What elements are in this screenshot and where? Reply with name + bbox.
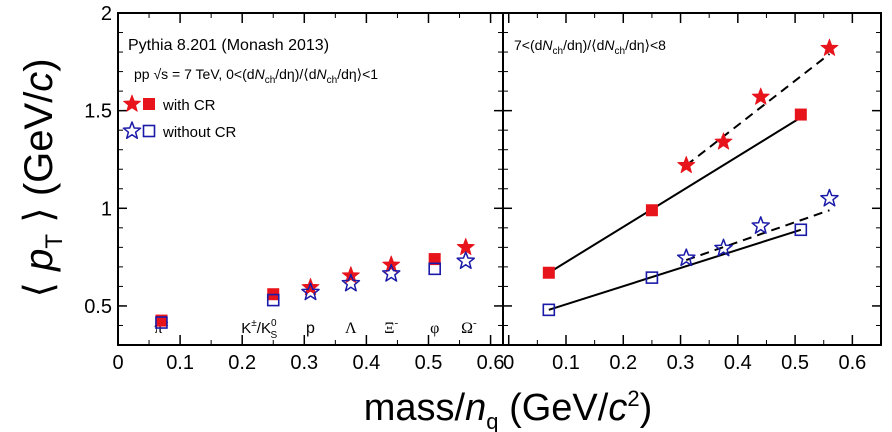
legend-label-without-cr: without CR — [162, 124, 237, 141]
square-marker-without-cr — [266, 293, 280, 307]
x-tick-label: 0.6 — [838, 352, 866, 374]
star-marker-without-cr — [122, 121, 142, 140]
legend-label-with-cr: with CR — [162, 97, 216, 114]
star-marker-without-cr — [456, 251, 476, 270]
star-marker-without-cr — [751, 216, 771, 234]
star-marker-without-cr — [676, 248, 696, 267]
particle-label: Ξ- — [384, 317, 398, 337]
x-tick-label: 0.1 — [552, 352, 580, 374]
multiplicity-annotation: 7<(dNch/dη)/⟨dNch/dη⟩<8 — [514, 37, 666, 57]
star-marker-with-cr — [751, 87, 770, 105]
star-marker-without-cr — [820, 188, 839, 207]
star-marker-without-cr — [301, 282, 320, 301]
x-tick-label: 0 — [503, 352, 514, 374]
particle-label: K±/K0 S — [241, 318, 277, 341]
star-marker-without-cr — [381, 263, 401, 282]
star-marker-without-cr — [714, 238, 733, 257]
axis-ticks — [117, 12, 881, 345]
particle-label: p — [306, 320, 315, 337]
right-panel-frame — [502, 12, 882, 346]
x-tick-label: 0.2 — [228, 352, 256, 374]
square-marker-without-cr — [155, 316, 168, 329]
left-panel-frame — [117, 12, 504, 346]
y-tick-label: 0.5 — [84, 296, 112, 318]
svg-text:⟨ pT ⟩ (GeV/c): ⟨ pT ⟩ (GeV/c) — [17, 58, 68, 297]
fit-line-solid — [548, 116, 802, 274]
x-tick-label: 0.1 — [166, 352, 194, 374]
generator-annotation: Pythia 8.201 (Monash 2013) — [128, 37, 329, 54]
y-tick-label: 2 — [101, 3, 112, 25]
x-tick-label: 0.4 — [352, 352, 380, 374]
star-marker-with-cr — [820, 38, 839, 56]
particle-label: Λ — [345, 320, 357, 337]
square-marker-with-cr — [645, 204, 658, 217]
y-tick-label: 1.5 — [84, 101, 112, 123]
star-marker-with-cr — [123, 94, 141, 112]
square-marker-without-cr — [542, 303, 556, 317]
x-tick-label: 0.2 — [609, 352, 637, 374]
star-marker-with-cr — [456, 237, 475, 256]
square-marker-without-cr — [645, 271, 659, 284]
legend: with CR without CR — [122, 94, 237, 141]
star-marker-with-cr — [714, 132, 733, 150]
particle-label: Ω- — [461, 317, 477, 337]
fit-line-solid — [548, 228, 802, 311]
square-marker-without-cr — [794, 223, 808, 237]
square-marker-with-cr — [542, 266, 555, 279]
star-marker-with-cr — [301, 277, 320, 296]
x-tick-label: 0 — [112, 352, 123, 374]
x-tick-label: 0.3 — [290, 352, 318, 374]
x-tick-label: 0.5 — [415, 352, 443, 374]
collision-annotation: pp √s = 7 TeV, 0<(dNch/dη)/⟨dNch/dη⟩<1 — [134, 66, 378, 86]
x-tick-label: 0.4 — [724, 352, 752, 374]
x-tick-label: 0.3 — [667, 352, 695, 374]
fit-line-dashed — [685, 53, 831, 167]
square-marker-with-cr — [143, 98, 155, 110]
square-marker-with-cr — [428, 253, 441, 266]
square-marker-with-cr — [794, 108, 807, 121]
data-markers — [155, 38, 839, 329]
fit-line-dashed — [685, 209, 830, 261]
square-marker-without-cr — [428, 262, 441, 276]
x-tick-label: 0.6 — [477, 352, 505, 374]
axis-tick-labels: 0.511.520 0.1 0.2 0.3 0.4 0.5 0.60 0.1 0.2 0.3 0.4… — [84, 3, 866, 374]
particle-label: φ — [430, 320, 439, 337]
y-axis-title: ⟨ pT ⟩ (GeV/c) — [17, 58, 68, 297]
square-marker-without-cr — [142, 124, 156, 138]
x-tick-label: 0.5 — [781, 352, 809, 374]
x-axis-title: mass/nq (GeV/c2) — [364, 386, 652, 432]
star-marker-with-cr — [677, 155, 696, 174]
star-marker-without-cr — [341, 273, 361, 292]
y-tick-label: 1 — [101, 198, 112, 220]
fit-lines — [548, 53, 831, 311]
